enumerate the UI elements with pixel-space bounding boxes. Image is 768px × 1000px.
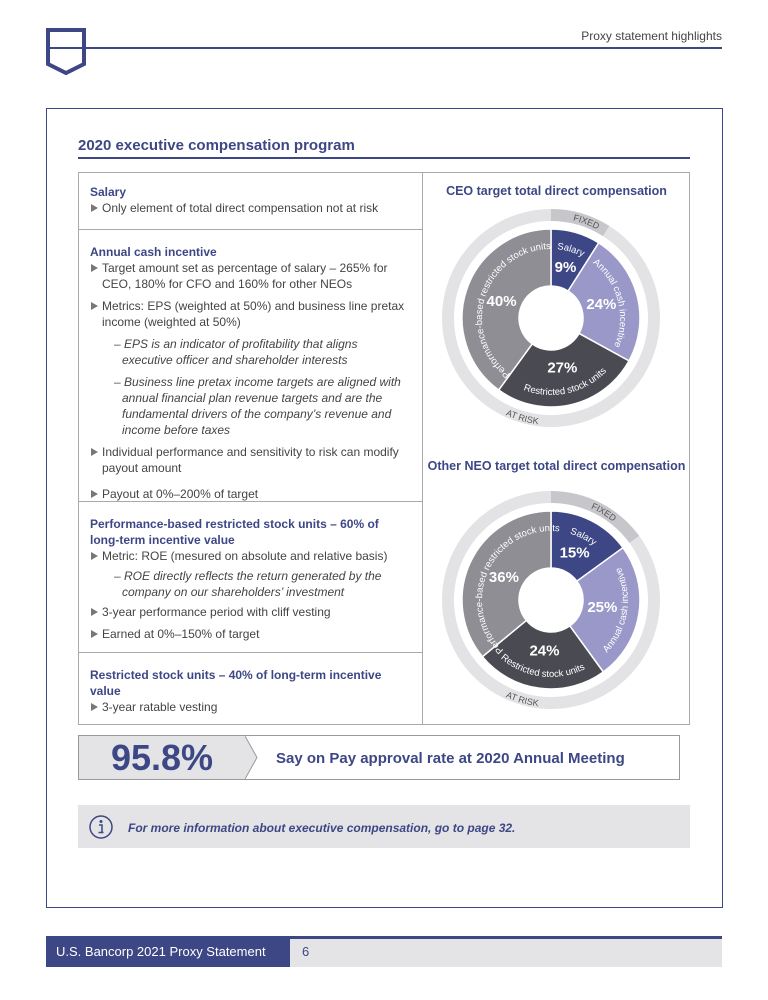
fixed-ring: [551, 491, 640, 543]
value-label: 25%: [587, 599, 617, 616]
section-heading: Salary: [90, 185, 127, 199]
bullet: Only element of total direct compensatio…: [90, 200, 410, 216]
value-label: 24%: [529, 643, 559, 660]
prsu-section: Performance-based restricted stock units…: [79, 504, 421, 648]
bullet: Earned at 0%–150% of target: [90, 626, 410, 642]
info-bar: [78, 805, 690, 848]
program-title: 2020 executive compensation program: [78, 137, 690, 159]
donut-slice: [461, 510, 552, 658]
chart-title: CEO target total direct compensation: [446, 184, 667, 198]
say-on-pay-text: Say on Pay approval rate at 2020 Annual …: [276, 750, 625, 767]
donut-slice: [481, 619, 605, 690]
info-text: For more information about executive com…: [128, 821, 516, 835]
divider: [422, 172, 423, 725]
program-table: [78, 172, 690, 725]
bullet: Individual performance and sensitivity t…: [90, 444, 410, 476]
value-label: 9%: [555, 259, 577, 276]
divider: [78, 652, 422, 653]
divider: [78, 229, 422, 230]
sub-bullet: – EPS is an indicator of profitability t…: [114, 337, 358, 367]
donut-slice: [461, 228, 552, 392]
bullet: Payout at 0%–200% of target: [90, 486, 410, 502]
content-frame: [46, 108, 723, 908]
value-label: 15%: [560, 545, 590, 562]
fixed-ring: [551, 209, 610, 237]
chart-title: Other NEO target total direct compensati…: [427, 459, 686, 473]
donut-slice: [497, 332, 631, 408]
salary-section: Salary Only element of total direct comp…: [79, 172, 421, 222]
bullet: 3-year performance period with cliff ves…: [90, 604, 410, 620]
rsu-section: Restricted stock units – 40% of long-ter…: [79, 655, 421, 721]
sub-bullet: – Business line pretax income targets ar…: [114, 375, 401, 437]
section-heading: Performance-based restricted stock units…: [90, 517, 379, 547]
donut-slice: [568, 546, 641, 674]
info-icon: [89, 815, 113, 839]
value-label: 24%: [586, 296, 616, 313]
header-graphics: [46, 28, 722, 76]
approval-rate: 95.8%: [79, 736, 245, 779]
cash-incentive-section: Annual cash incentive Target amount set …: [79, 232, 421, 508]
say-on-pay-box: [78, 735, 680, 780]
sub-bullet: – ROE directly reflects the return gener…: [114, 569, 382, 599]
value-label: 27%: [547, 360, 577, 377]
ring-label: AT RISK: [505, 408, 540, 427]
bullet-text: Metric: ROE (mesured on absolute and rel…: [102, 549, 388, 563]
section-heading: Annual cash incentive: [90, 245, 217, 259]
page-number: 6: [302, 944, 310, 959]
ring-label: AT RISK: [505, 690, 540, 709]
value-label: 36%: [489, 569, 519, 586]
donut-slice: [567, 241, 641, 362]
bullet: Target amount set as percentage of salar…: [90, 260, 410, 292]
bullet: Metrics: EPS (weighted at 50%) and busin…: [90, 298, 410, 438]
footer-document: U.S. Bancorp 2021 Proxy Statement: [46, 936, 290, 967]
bullet: 3-year ratable vesting: [90, 699, 410, 715]
bullet: Metric: ROE (mesured on absolute and rel…: [90, 548, 410, 600]
value-label: 40%: [487, 293, 517, 310]
divider: [78, 501, 422, 502]
section-heading: Restricted stock units – 40% of long-ter…: [90, 668, 382, 698]
ring-label: AT RISK: [505, 408, 540, 427]
bullet-text: Metrics: EPS (weighted at 50%) and busin…: [102, 299, 405, 329]
section-label: Proxy statement highlights: [581, 29, 722, 43]
ring-label: AT RISK: [505, 690, 540, 709]
chevron: [245, 736, 258, 779]
